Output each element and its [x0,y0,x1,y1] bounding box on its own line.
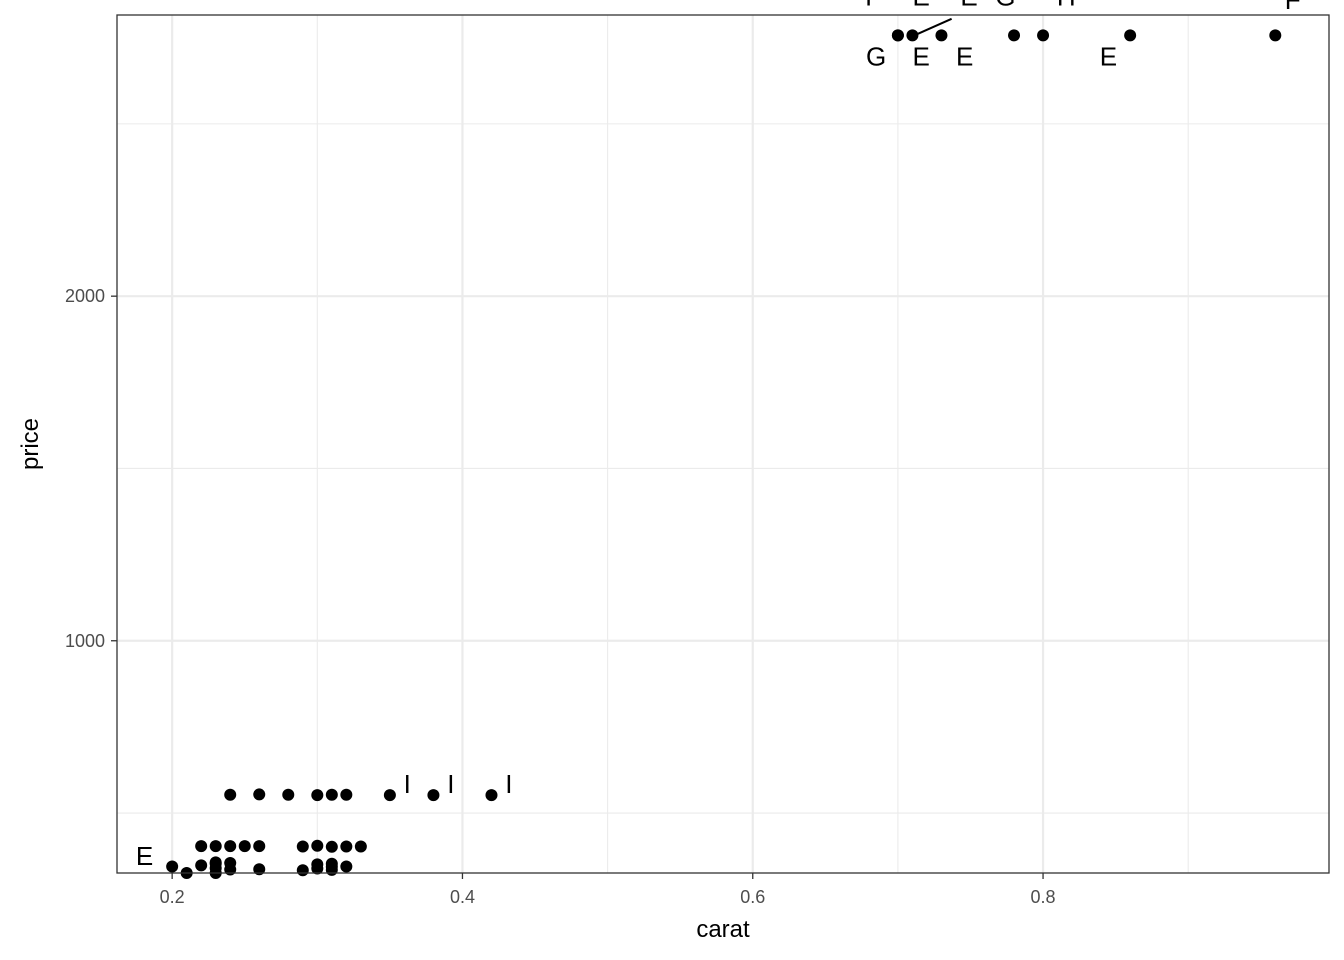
data-point [935,29,948,42]
data-point [282,788,295,801]
point-label: F [865,0,881,11]
point-label: E [912,0,929,11]
point-label: I [404,769,411,799]
data-point [354,840,367,853]
data-point [238,840,251,853]
data-point [340,788,353,801]
point-label: E [912,42,929,72]
point-label: I [447,769,454,799]
point-label: E [1100,42,1117,72]
data-point [253,863,266,876]
data-point [906,29,919,42]
data-point [485,789,498,802]
data-point [340,860,353,873]
data-point [325,788,338,801]
point-label: G [995,0,1015,11]
y-tick-label: 2000 [65,286,105,306]
y-tick-label: 1000 [65,631,105,651]
x-tick-label: 0.8 [1031,887,1056,907]
data-point [311,789,324,802]
data-point [1124,29,1137,42]
x-axis: 0.2 0.4 0.6 0.8 [160,873,1056,907]
minor-gridlines [117,15,1329,873]
x-axis-title: carat [696,916,750,943]
y-axis: 1000 2000 [65,286,117,651]
plot-panel-background [117,15,1329,873]
data-point [1037,29,1050,42]
point-label: G [866,42,886,72]
data-point [224,857,237,870]
data-point [311,839,324,852]
major-gridlines [117,15,1329,873]
data-point [224,788,237,801]
x-tick-label: 0.6 [740,887,765,907]
point-label: E [960,0,977,11]
data-point [209,856,222,869]
data-point [891,29,904,42]
data-point [296,840,309,853]
point-label: E [956,42,973,72]
data-point [311,858,324,871]
leader-segment [916,17,953,36]
label-leader-segments [916,17,953,36]
point-label: I [505,769,512,799]
data-point [325,857,338,870]
plot-panel-border [116,14,1330,874]
data-point [383,789,396,802]
data-point [166,860,179,873]
data-point [224,840,237,853]
point-label: F [1285,0,1301,15]
data-point [195,840,208,853]
point-label: E [136,841,153,871]
y-axis-title: price [17,418,44,470]
data-point [340,840,353,853]
point-labels: EIIIFEEGHFGEEE [136,0,1301,871]
data-point [253,840,266,853]
data-point [296,864,309,877]
x-tick-label: 0.2 [160,887,185,907]
data-point [325,840,338,853]
data-point [427,789,440,802]
point-label: H [1057,0,1076,11]
data-point [1269,29,1282,42]
x-tick-label: 0.4 [450,887,475,907]
data-point [209,840,222,853]
data-point [253,788,266,801]
data-points [166,29,1282,879]
data-point [1008,29,1021,42]
data-point [195,859,208,872]
